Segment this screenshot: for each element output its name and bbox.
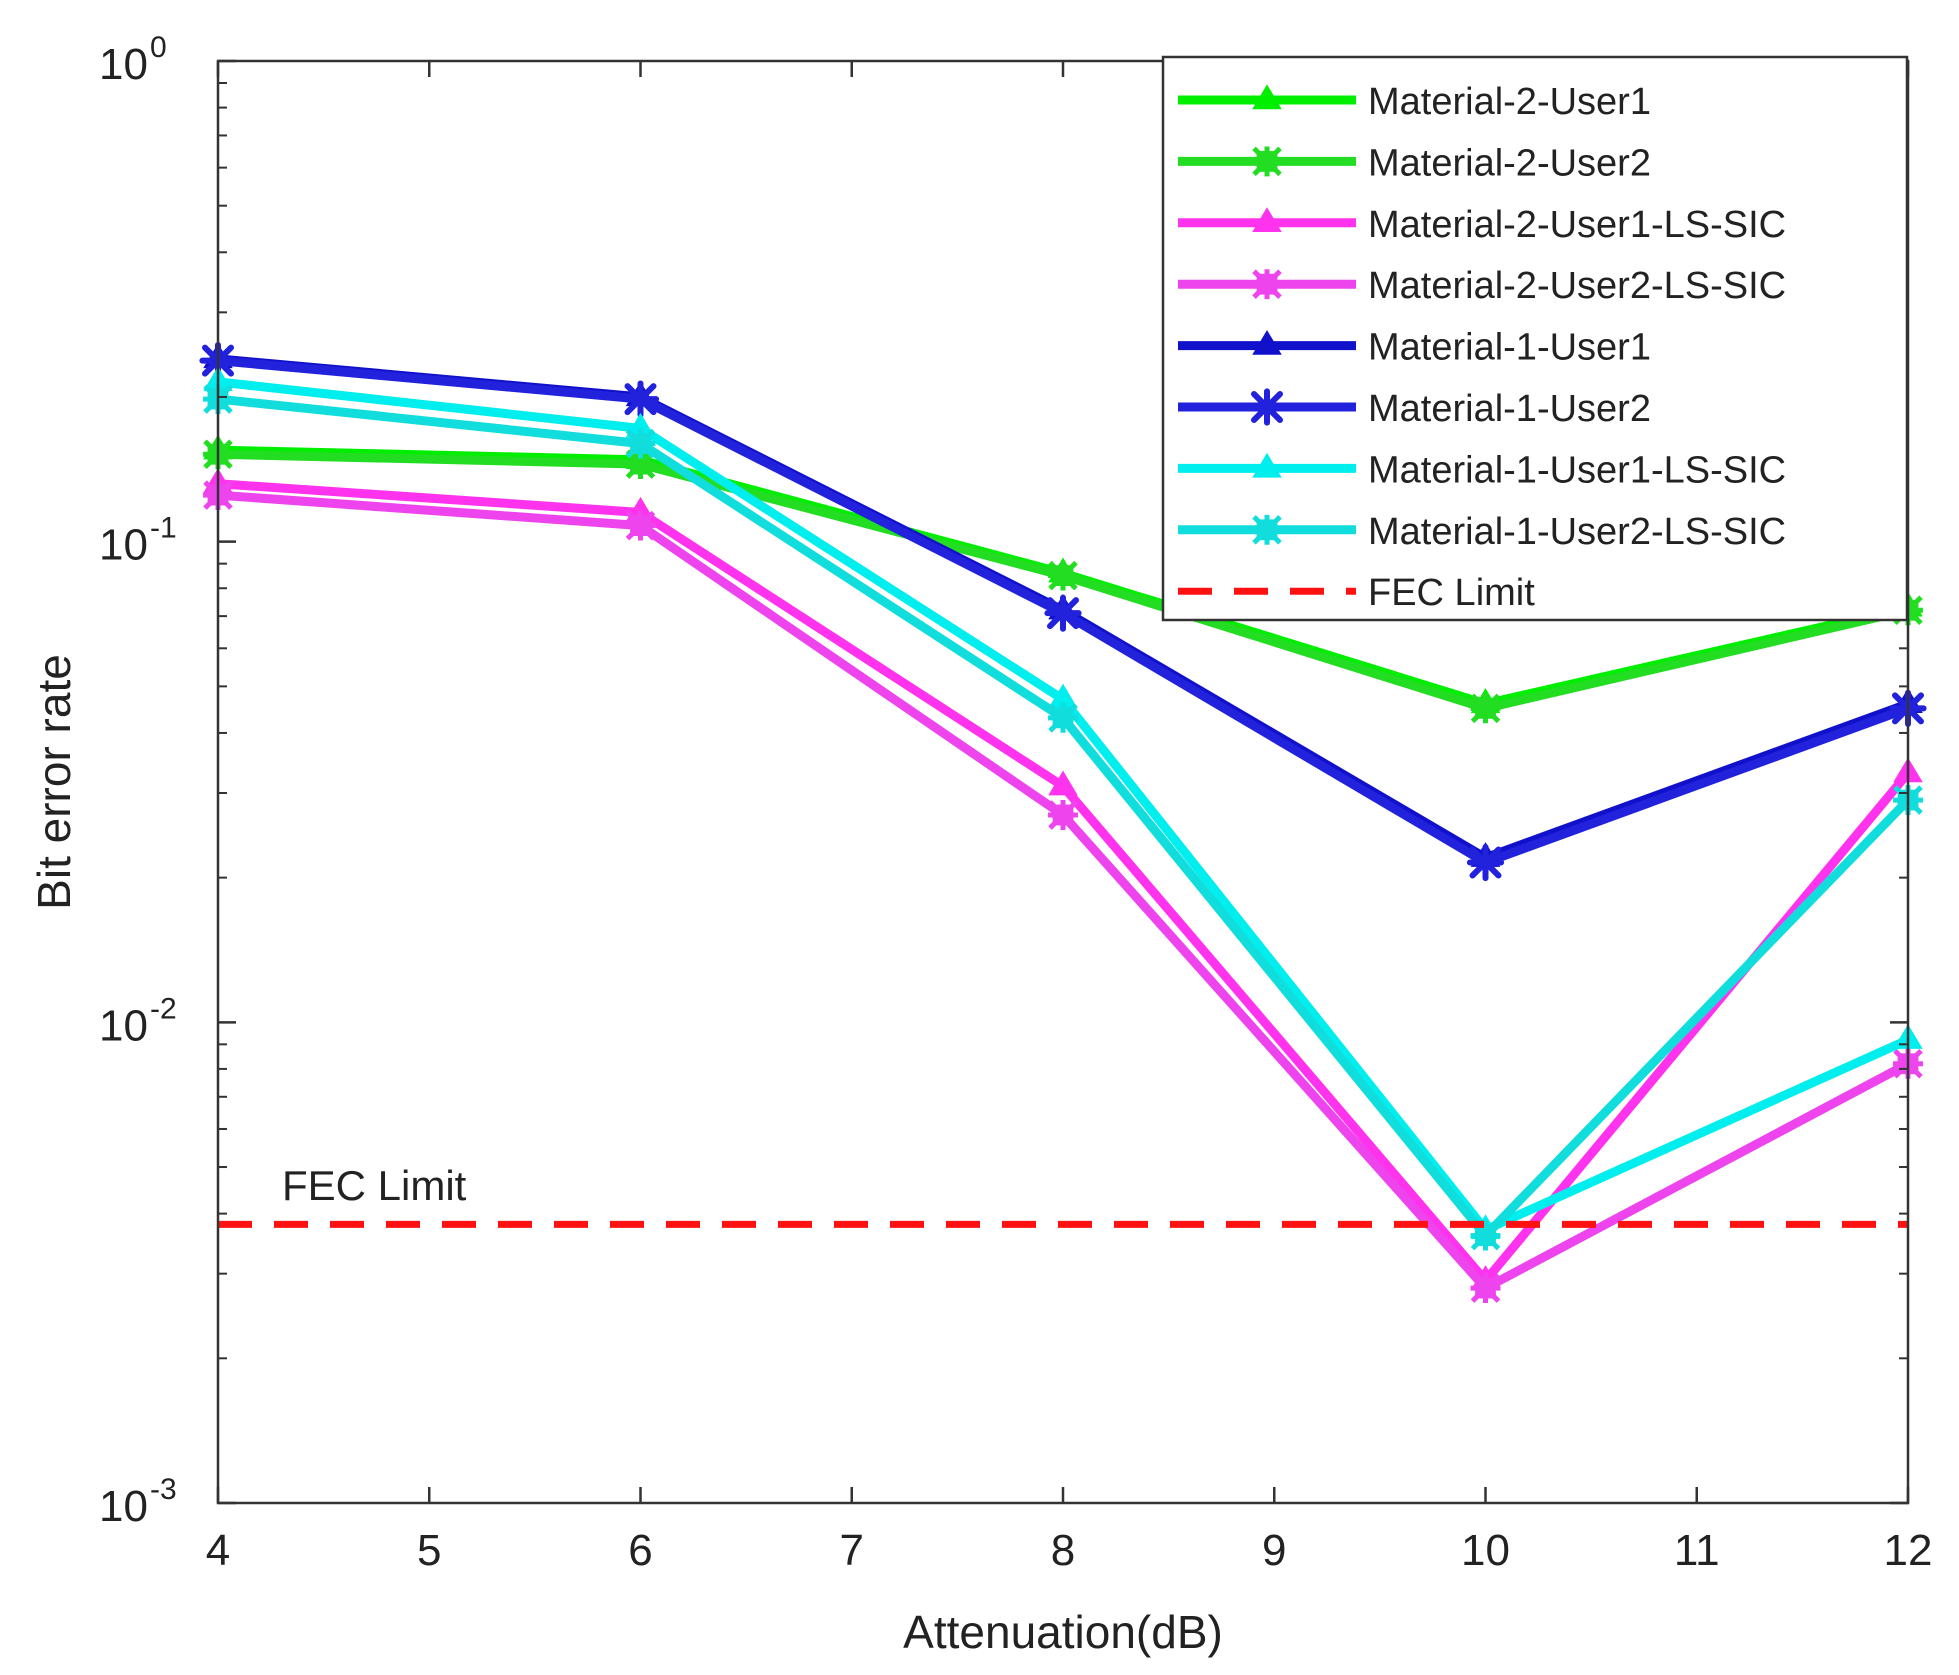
x-tick-label: 11 <box>1674 1526 1720 1575</box>
data-point <box>621 380 660 418</box>
x-tick-label: 7 <box>840 1526 864 1575</box>
y-tick-exponent: -1 <box>150 512 177 545</box>
legend-swatch-marker <box>1252 329 1282 355</box>
x-tick-label: 8 <box>1051 1526 1075 1575</box>
legend-entry: Material-2-User1-LS-SIC <box>1178 204 1786 246</box>
legend-swatch-marker <box>1252 207 1282 232</box>
data-point <box>1470 693 1501 724</box>
legend-entry: FEC Limit <box>1178 572 1535 614</box>
data-point <box>1048 800 1078 830</box>
legend-swatch-marker <box>1252 269 1282 300</box>
x-tick-label: 12 <box>1884 1526 1933 1575</box>
legend-entry: Material-2-User1 <box>1178 81 1651 123</box>
legend-label: Material-1-User2 <box>1368 388 1651 430</box>
legend: Material-2-User1 Material-2-User2 Material… <box>1161 55 1909 622</box>
data-point <box>1466 843 1505 882</box>
data-point <box>625 449 656 480</box>
y-tick-exponent: -2 <box>150 992 177 1025</box>
data-point <box>1044 594 1082 632</box>
x-tick-label: 10 <box>1461 1526 1510 1575</box>
legend-label: Material-1-User1 <box>1368 327 1651 369</box>
data-point <box>1048 770 1078 796</box>
data-point <box>1470 1220 1501 1251</box>
fec-limit-annotation: FEC Limit <box>282 1162 467 1209</box>
legend-label: Material-1-User1-LS-SIC <box>1368 449 1786 491</box>
data-point <box>1048 560 1078 591</box>
x-tick-label: 6 <box>628 1526 652 1575</box>
y-tick-label: 10 <box>99 40 148 89</box>
legend-swatch-marker <box>1248 388 1286 426</box>
y-axis-label: Bit error rate <box>28 654 80 910</box>
x-tick-label: 9 <box>1262 1526 1286 1575</box>
legend-entry: Material-1-User1-LS-SIC <box>1178 449 1786 491</box>
axes-layer <box>216 59 1910 1505</box>
legend-label: Material-2-User2 <box>1368 142 1651 184</box>
legend-swatch-marker <box>1252 146 1282 177</box>
y-tick-label: 10 <box>99 521 148 570</box>
data-point <box>1048 702 1078 733</box>
legend-swatch-marker <box>1252 84 1282 110</box>
data-point <box>1470 1273 1501 1304</box>
x-axis-label: Attenuation(dB) <box>903 1606 1223 1658</box>
y-tick-exponent: -3 <box>150 1473 177 1506</box>
y-tick-label: 10 <box>99 1001 148 1050</box>
legend-swatch-marker <box>1252 514 1282 545</box>
legend-entry: Material-2-User2-LS-SIC <box>1178 265 1786 307</box>
legend-entry: Material-1-User1 <box>1178 327 1651 369</box>
legend-items: Material-2-User1 Material-2-User2 Material… <box>1178 81 1786 614</box>
x-tick-label: 4 <box>206 1526 230 1575</box>
x-tick-label: 5 <box>417 1526 441 1575</box>
legend-label: Material-2-User1-LS-SIC <box>1368 204 1786 246</box>
legend-label: FEC Limit <box>1368 572 1535 614</box>
legend-label: Material-2-User2-LS-SIC <box>1368 265 1786 307</box>
data-point <box>625 428 656 459</box>
legend-entry: Material-1-User2 <box>1178 388 1651 430</box>
y-tick-label: 10 <box>99 1482 148 1531</box>
legend-label: Material-2-User1 <box>1368 81 1651 123</box>
legend-swatch-marker <box>1252 452 1282 478</box>
legend-label: Material-1-User2-LS-SIC <box>1368 511 1786 553</box>
legend-entry: Material-2-User2 <box>1178 142 1651 184</box>
series-material-1-user2-ls-sic <box>203 384 1923 1251</box>
data-point <box>625 510 656 541</box>
legend-entry: Material-1-User2-LS-SIC <box>1178 511 1786 553</box>
y-tick-exponent: 0 <box>150 31 167 64</box>
